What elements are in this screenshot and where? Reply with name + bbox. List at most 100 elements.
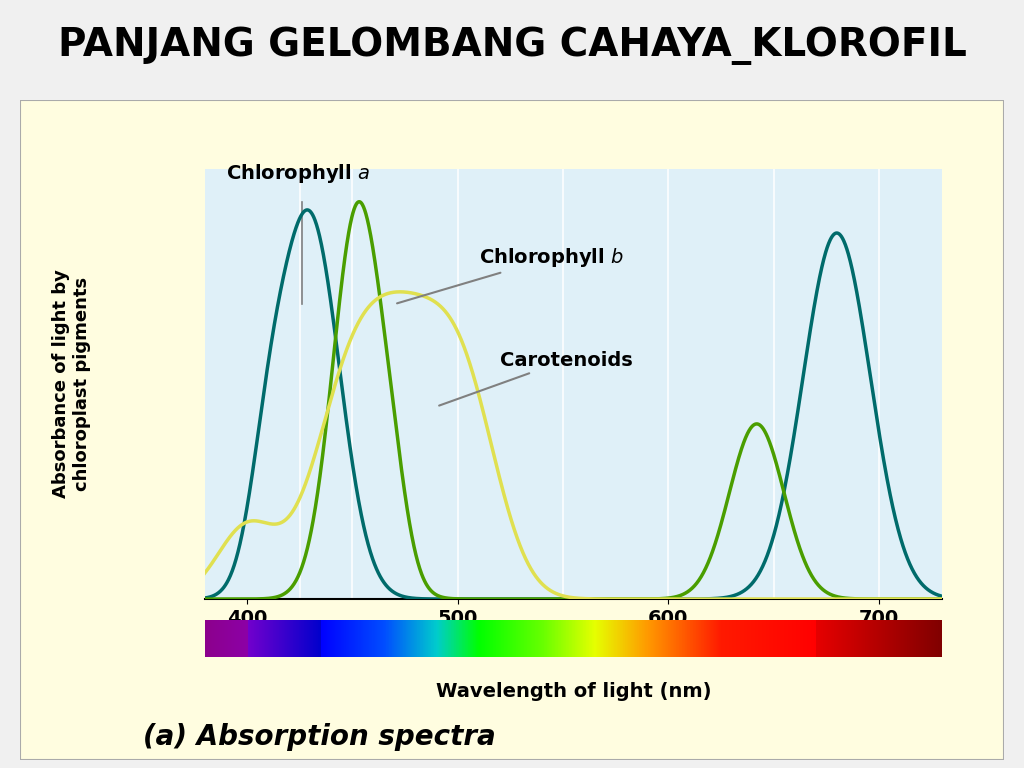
- Bar: [737, 620, 739, 657]
- Bar: [374, 620, 376, 657]
- Bar: [828, 620, 830, 657]
- Bar: [672, 620, 674, 657]
- Bar: [714, 620, 715, 657]
- Bar: [923, 620, 924, 657]
- Bar: [921, 620, 923, 657]
- Bar: [931, 620, 933, 657]
- Bar: [625, 620, 627, 657]
- Bar: [905, 620, 907, 657]
- Bar: [859, 620, 860, 657]
- Bar: [692, 620, 694, 657]
- Bar: [461, 620, 463, 657]
- Bar: [592, 620, 594, 657]
- Bar: [214, 620, 216, 657]
- Bar: [693, 620, 695, 657]
- Bar: [553, 620, 555, 657]
- Bar: [746, 620, 749, 657]
- Bar: [798, 620, 800, 657]
- Bar: [518, 620, 520, 657]
- Bar: [621, 620, 623, 657]
- Bar: [696, 620, 698, 657]
- Bar: [883, 620, 884, 657]
- Bar: [719, 620, 721, 657]
- Bar: [853, 620, 855, 657]
- Bar: [846, 620, 847, 657]
- Bar: [915, 620, 918, 657]
- Bar: [209, 620, 210, 657]
- Bar: [645, 620, 646, 657]
- Bar: [454, 620, 456, 657]
- Bar: [378, 620, 379, 657]
- Bar: [330, 620, 332, 657]
- Bar: [378, 620, 380, 657]
- Bar: [288, 620, 289, 657]
- Bar: [629, 620, 631, 657]
- Bar: [811, 620, 812, 657]
- Bar: [653, 620, 655, 657]
- Bar: [361, 620, 364, 657]
- Bar: [249, 620, 251, 657]
- Bar: [380, 620, 382, 657]
- Bar: [282, 620, 284, 657]
- Bar: [870, 620, 872, 657]
- Bar: [251, 620, 253, 657]
- Bar: [878, 620, 880, 657]
- Bar: [423, 620, 425, 657]
- Bar: [502, 620, 504, 657]
- Bar: [780, 620, 782, 657]
- Bar: [833, 620, 835, 657]
- Bar: [729, 620, 730, 657]
- Bar: [310, 620, 312, 657]
- Bar: [293, 620, 295, 657]
- Bar: [612, 620, 614, 657]
- Bar: [376, 620, 378, 657]
- Bar: [762, 620, 764, 657]
- Bar: [210, 620, 212, 657]
- Bar: [274, 620, 275, 657]
- Bar: [866, 620, 868, 657]
- Bar: [303, 620, 305, 657]
- Text: PANJANG GELOMBANG CAHAYA_KLOROFIL: PANJANG GELOMBANG CAHAYA_KLOROFIL: [57, 27, 967, 65]
- Bar: [740, 620, 741, 657]
- Bar: [691, 620, 693, 657]
- Bar: [417, 620, 419, 657]
- Bar: [722, 620, 724, 657]
- Bar: [835, 620, 837, 657]
- Bar: [482, 620, 484, 657]
- Bar: [481, 620, 483, 657]
- Bar: [804, 620, 806, 657]
- Bar: [763, 620, 765, 657]
- Bar: [603, 620, 605, 657]
- Bar: [572, 620, 574, 657]
- Bar: [893, 620, 894, 657]
- Bar: [434, 620, 436, 657]
- Bar: [735, 620, 737, 657]
- Bar: [226, 620, 228, 657]
- Bar: [423, 620, 424, 657]
- Bar: [573, 620, 574, 657]
- Bar: [772, 620, 773, 657]
- Bar: [539, 620, 541, 657]
- Bar: [317, 620, 318, 657]
- Bar: [223, 620, 225, 657]
- Bar: [348, 620, 350, 657]
- Bar: [388, 620, 390, 657]
- Bar: [587, 620, 589, 657]
- Bar: [903, 620, 905, 657]
- Bar: [503, 620, 505, 657]
- Bar: [388, 620, 389, 657]
- Bar: [468, 620, 469, 657]
- Bar: [700, 620, 701, 657]
- Bar: [633, 620, 635, 657]
- Bar: [732, 620, 734, 657]
- Bar: [874, 620, 877, 657]
- Bar: [848, 620, 850, 657]
- Bar: [317, 620, 319, 657]
- Bar: [856, 620, 857, 657]
- Bar: [493, 620, 495, 657]
- Bar: [444, 620, 445, 657]
- Bar: [489, 620, 492, 657]
- Bar: [294, 620, 296, 657]
- Bar: [782, 620, 783, 657]
- Bar: [206, 620, 207, 657]
